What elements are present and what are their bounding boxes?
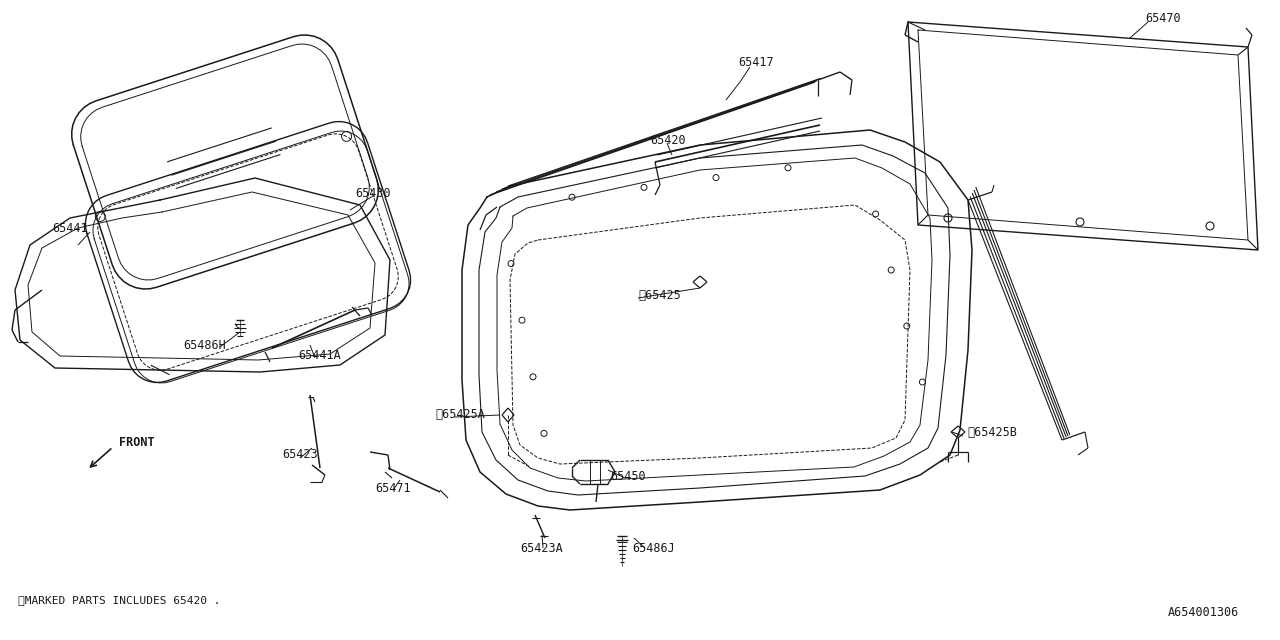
Text: 65423A: 65423A xyxy=(520,541,563,554)
Text: 65486J: 65486J xyxy=(632,541,675,554)
Text: 65441: 65441 xyxy=(52,221,87,234)
Text: ※65425: ※65425 xyxy=(637,289,681,301)
Text: 65430: 65430 xyxy=(355,186,390,200)
Text: 65441A: 65441A xyxy=(298,349,340,362)
Text: 65417: 65417 xyxy=(739,56,773,68)
Text: 65470: 65470 xyxy=(1146,12,1180,24)
Text: 65420: 65420 xyxy=(650,134,686,147)
Text: 65486H: 65486H xyxy=(183,339,225,351)
Text: 65423: 65423 xyxy=(282,449,317,461)
Text: FRONT: FRONT xyxy=(119,435,155,449)
Text: 65450: 65450 xyxy=(611,470,645,483)
Text: A654001306: A654001306 xyxy=(1169,605,1239,618)
Text: ※MARKED PARTS INCLUDES 65420 .: ※MARKED PARTS INCLUDES 65420 . xyxy=(18,595,220,605)
Text: 65471: 65471 xyxy=(375,481,411,495)
Text: ※65425B: ※65425B xyxy=(966,426,1016,440)
Text: ※65425A: ※65425A xyxy=(435,408,485,422)
